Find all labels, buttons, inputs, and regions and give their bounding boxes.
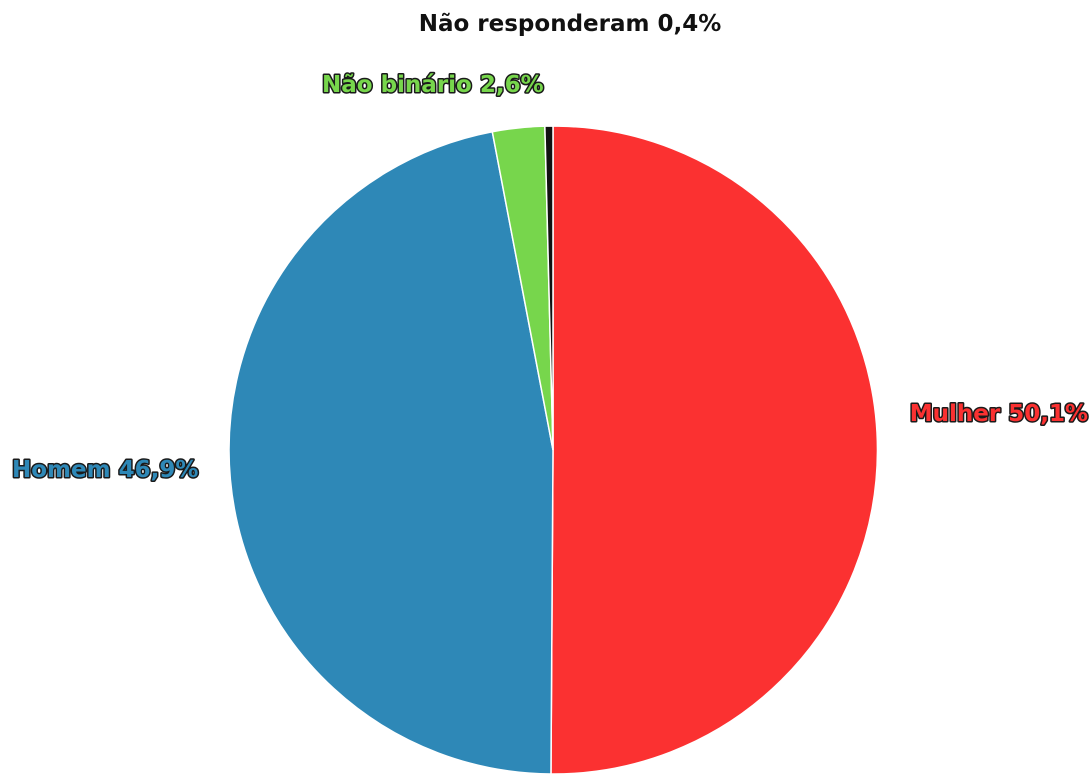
pie-labels: Mulher 50,1% Homem 46,9% Não binário 2,6… <box>11 11 1090 485</box>
slice-label-nao-binario: Não binário 2,6% <box>322 72 544 98</box>
pie-slices <box>228 125 879 774</box>
pie-slice-homem <box>228 130 554 774</box>
pie-slice-mulher <box>550 125 879 774</box>
slice-label-mulher: Mulher 50,1% <box>910 401 1088 427</box>
pie-slice-n-o-responderam <box>544 125 554 451</box>
slice-label-homem: Homem 46,9% <box>12 457 198 483</box>
slice-label-nao-responderam: Não responderam 0,4% <box>419 11 722 37</box>
